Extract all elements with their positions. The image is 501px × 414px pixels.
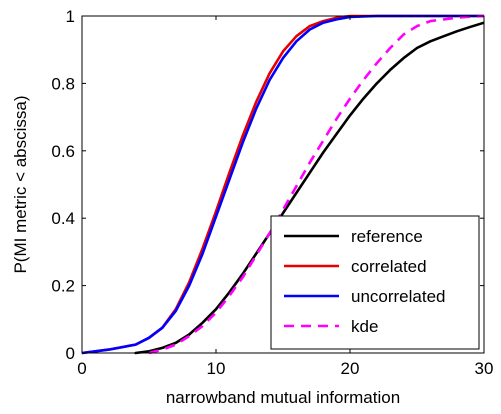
legend-label-kde: kde bbox=[351, 317, 378, 336]
plot-area bbox=[82, 14, 484, 355]
series-line-reference bbox=[134, 21, 484, 355]
series-line-uncorrelated bbox=[82, 14, 484, 355]
y-tick-label: 0 bbox=[66, 344, 75, 363]
legend-label-uncorrelated: uncorrelated bbox=[351, 287, 446, 306]
x-tick-label: 20 bbox=[341, 359, 360, 378]
y-tick-label: 0.2 bbox=[51, 277, 75, 296]
y-tick-label: 0.8 bbox=[51, 74, 75, 93]
y-tick-label: 1 bbox=[66, 7, 75, 26]
legend-label-reference: reference bbox=[351, 227, 423, 246]
y-tick-label: 0.4 bbox=[51, 209, 75, 228]
axes: 0 10 20 30 0 0.2 0.4 0.6 0.8 1 bbox=[51, 7, 493, 378]
y-tick-label: 0.6 bbox=[51, 142, 75, 161]
x-tick-label: 30 bbox=[475, 359, 494, 378]
x-axis-title: narrowband mutual information bbox=[166, 388, 400, 407]
series-line-kde bbox=[148, 14, 484, 355]
x-tick-label: 10 bbox=[207, 359, 226, 378]
x-tick-label: 0 bbox=[77, 359, 86, 378]
y-axis-title: P(MI metric < abscissa) bbox=[11, 95, 30, 273]
series-lines bbox=[82, 14, 484, 355]
legend-label-correlated: correlated bbox=[351, 257, 427, 276]
axes-box bbox=[81, 15, 485, 354]
legend: reference correlated uncorrelated kde bbox=[270, 215, 480, 350]
